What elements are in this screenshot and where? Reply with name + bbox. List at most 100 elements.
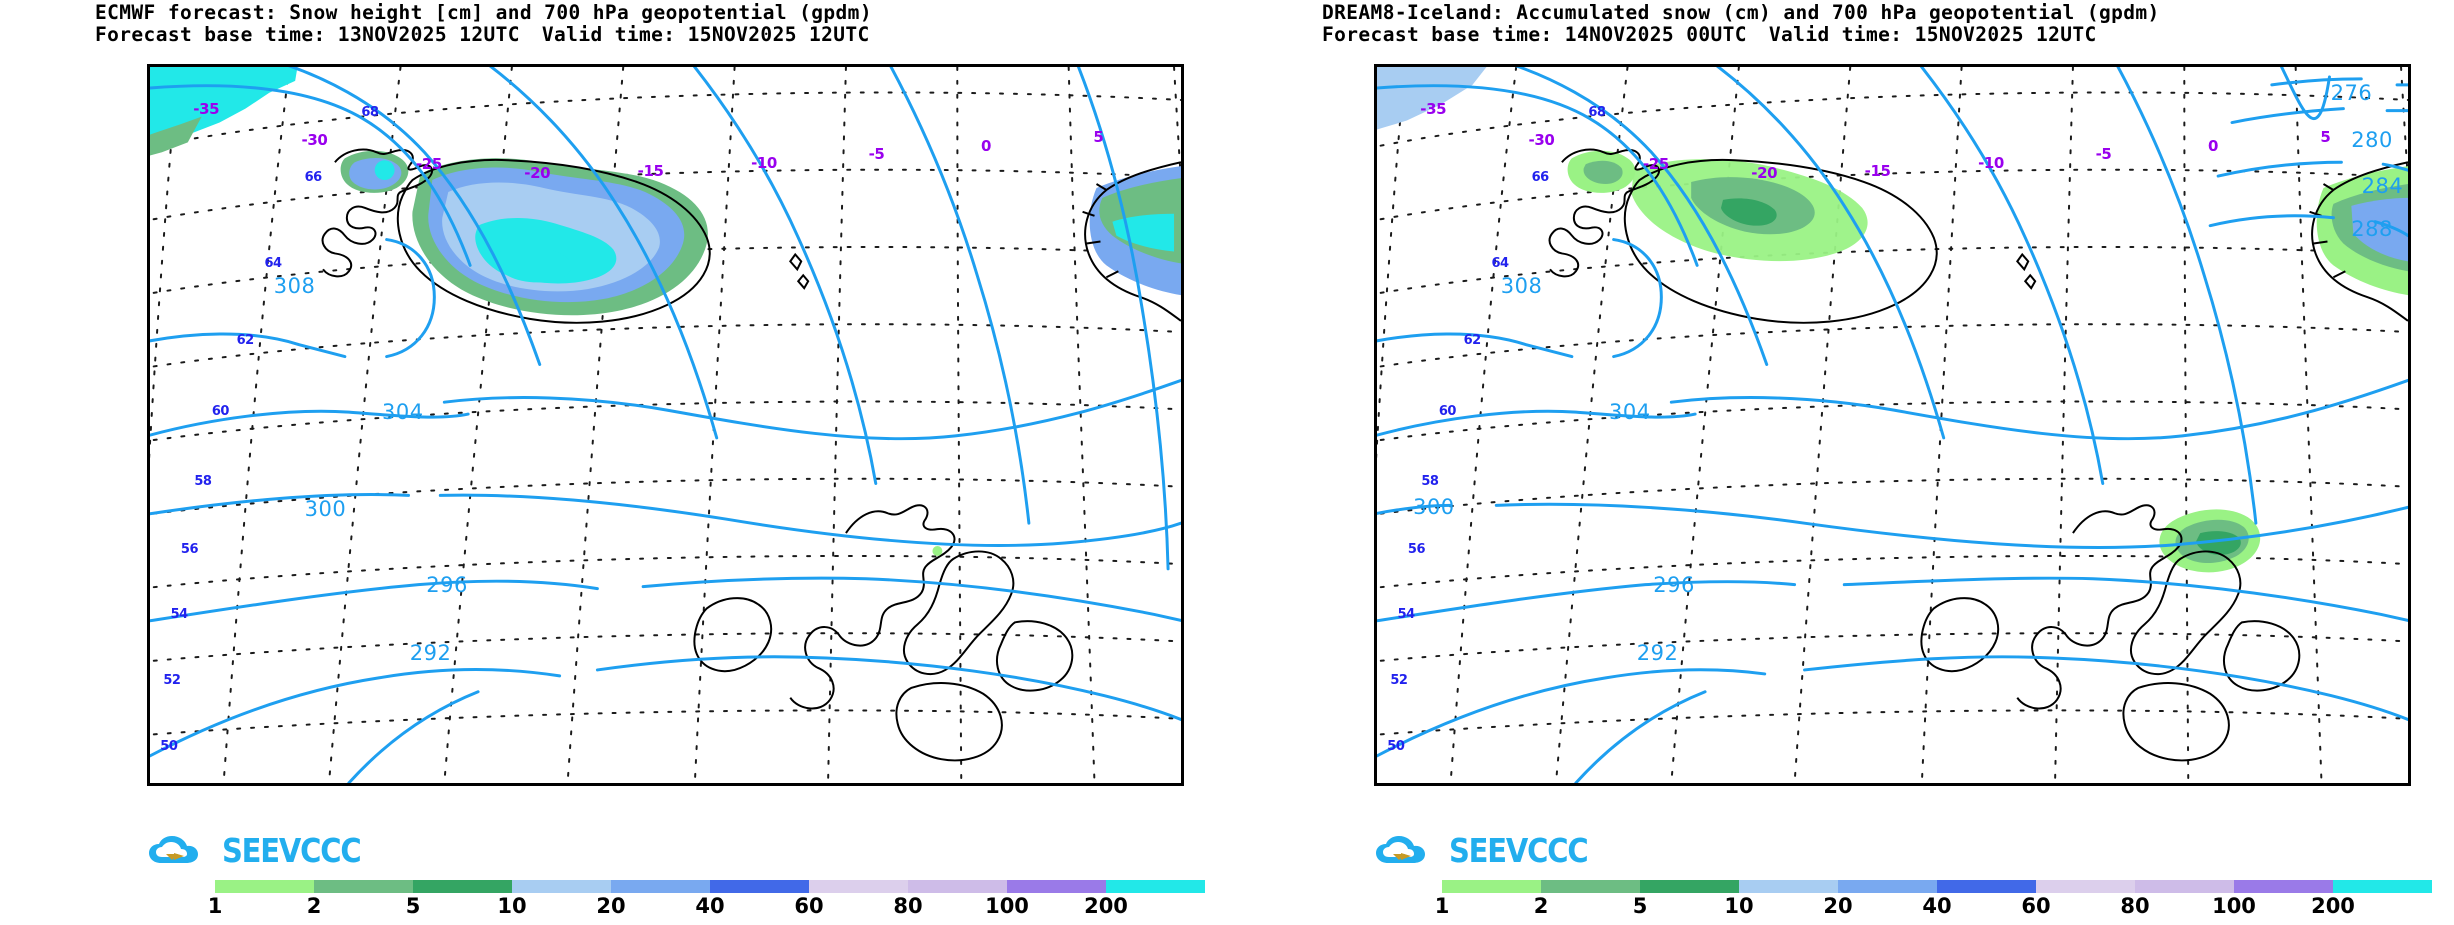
lon-label: -20	[1751, 163, 1778, 182]
map-frame-ecmwf[interactable]: -35 -30 -25 -20 -15 -10 -5 0 5 68 66 64 62 60 58 56 54 5…	[147, 64, 1184, 786]
seevccc-logo-ecmwf: SEEVCCC	[148, 831, 362, 871]
lon-label: -25	[415, 154, 442, 173]
colorbar-segment	[1007, 880, 1106, 893]
colorbar-gradient-ecmwf	[215, 880, 1205, 893]
lat-label: 62	[236, 333, 255, 349]
iceland-coastline-ecmwf	[321, 148, 711, 324]
lon-label: -35	[1420, 100, 1447, 119]
colorbar-tick-label: 20	[1823, 894, 1853, 918]
colorbar-segment	[215, 880, 314, 893]
colorbar-segment	[1106, 880, 1205, 893]
brand-label-dream8: SEEVCCC	[1449, 831, 1589, 871]
colorbar-segment	[2333, 880, 2432, 893]
british-isles-ecmwf	[693, 504, 1074, 762]
colorbar-tick-label: 2	[306, 894, 322, 918]
panel-title-line2-dream8: Forecast base time: 14NOV2025 00UTC Valid…	[1322, 22, 2442, 46]
colorbar-segment	[1541, 880, 1640, 893]
graticule-latitude-ecmwf	[150, 91, 1181, 736]
map-frame-dream8[interactable]: -35 -30 -25 -20 -15 -10 -5 0 5 68 66 64 62 60 58 56 54 5…	[1374, 64, 2411, 786]
colorbar-tick-label: 1	[207, 894, 223, 918]
lon-label: -30	[301, 130, 328, 149]
colorbar-tick-label: 60	[794, 894, 824, 918]
colorbar-segment	[2135, 880, 2234, 893]
colorbar-segment	[710, 880, 809, 893]
lon-label: -5	[2095, 145, 2112, 164]
cloud-icon	[1375, 836, 1441, 866]
lat-label: 54	[170, 606, 189, 622]
lon-label: -35	[193, 100, 220, 119]
map-graphics-ecmwf	[150, 67, 1181, 783]
faroe-islands-ecmwf	[789, 252, 810, 290]
lon-label: 5	[2320, 128, 2331, 146]
geopotential-contours-ecmwf	[150, 67, 1181, 783]
colorbar-segment	[512, 880, 611, 893]
geopotential-contour-label: 292	[409, 641, 452, 666]
colorbar-tick-label: 5	[1632, 894, 1648, 918]
colorbar-ecmwf: 1 2 5 10 20 40 60 80 100 200	[208, 880, 1205, 920]
geopotential-contour-label: 276	[2330, 80, 2373, 105]
colorbar-tick-label: 10	[1724, 894, 1754, 918]
geopotential-contour-label: 300	[1413, 494, 1455, 519]
brand-label-ecmwf: SEEVCCC	[222, 831, 362, 871]
colorbar-segment	[1739, 880, 1838, 893]
iceland-coastline-dream8	[1548, 148, 1938, 324]
colorbar-segment	[1442, 880, 1541, 893]
geopotential-contour-label: 308	[273, 274, 316, 299]
lon-label: -15	[637, 162, 664, 181]
colorbar-gradient-dream8	[1442, 880, 2432, 893]
lat-label: 66	[1531, 169, 1550, 185]
colorbar-segment	[611, 880, 710, 893]
base-time-ecmwf: Forecast base time: 13NOV2025 12UTC	[95, 22, 520, 46]
lat-label: 64	[1491, 255, 1509, 271]
colorbar-tick-label: 40	[695, 894, 725, 918]
colorbar-segment	[1838, 880, 1937, 893]
colorbar-tick-label: 10	[497, 894, 527, 918]
lon-label: 0	[980, 136, 992, 155]
lat-label: 52	[1390, 673, 1408, 689]
geopotential-contour-label: 304	[1608, 400, 1651, 425]
colorbar-segment	[1640, 880, 1739, 893]
greenland-snow-dream8	[1377, 67, 1487, 130]
geopotential-contour-label: 304	[381, 400, 424, 425]
lat-label: 62	[1463, 333, 1482, 349]
geopotential-contour-label: 296	[1653, 573, 1695, 598]
norway-coastline-ecmwf	[1082, 161, 1181, 322]
colorbar-segment	[1937, 880, 2036, 893]
british-isles-dream8	[1920, 504, 2301, 762]
colorbar-segment	[809, 880, 908, 893]
colorbar-tick-label: 80	[893, 894, 923, 918]
lat-label: 58	[1421, 474, 1439, 490]
colorbar-tick-label: 60	[2021, 894, 2051, 918]
panel-dream8: DREAM8-Iceland: Accumulated snow (cm) an…	[1227, 0, 2454, 925]
colorbar-segment	[2234, 880, 2333, 893]
geopotential-contour-label: 296	[426, 573, 468, 598]
colorbar-tick-label: 5	[405, 894, 421, 918]
valid-time-dream8: Valid time: 15NOV2025 12UTC	[1768, 22, 2097, 46]
lat-label: 68	[361, 105, 379, 121]
geopotential-contour-label: 280	[2351, 128, 2393, 152]
faroe-islands-dream8	[2016, 252, 2037, 290]
lat-label: 68	[1588, 105, 1606, 121]
lon-label: -20	[524, 163, 551, 182]
colorbar-tick-label: 80	[2120, 894, 2150, 918]
lon-label: -5	[868, 145, 885, 164]
lat-label: 56	[180, 542, 199, 558]
lon-label: -10	[1978, 153, 2004, 172]
norway-coastline-dream8	[2309, 161, 2408, 322]
colorbar-segment	[413, 880, 512, 893]
geopotential-contour-label: 300	[304, 496, 347, 521]
panel-title-line1-ecmwf: ECMWF forecast: Snow height [cm] and 700…	[95, 1, 872, 24]
colorbar-dream8: 1 2 5 10 20 40 60 80 100 200	[1435, 880, 2432, 920]
iceland-snow-dream8	[1567, 150, 1868, 262]
panel-title-line2-ecmwf: Forecast base time: 13NOV2025 12UTC Valid…	[95, 22, 1215, 46]
lat-label: 64	[264, 255, 282, 271]
colorbar-tick-label: 200	[2311, 894, 2355, 918]
geopotential-contour-label: 284	[2361, 173, 2404, 198]
colorbar-ticks-ecmwf: 1 2 5 10 20 40 60 80 100 200	[208, 894, 1205, 920]
map-canvas-dream8: -35 -30 -25 -20 -15 -10 -5 0 5 68 66 64 62 60 58 56 54 5…	[1377, 67, 2408, 783]
lon-label: -15	[1864, 162, 1891, 181]
lon-label: -30	[1528, 130, 1555, 149]
map-canvas-ecmwf: -35 -30 -25 -20 -15 -10 -5 0 5 68 66 64 62 60 58 56 54 5…	[150, 67, 1181, 783]
panel-title-block-dream8: DREAM8-Iceland: Accumulated snow (cm) an…	[1322, 2, 2442, 46]
